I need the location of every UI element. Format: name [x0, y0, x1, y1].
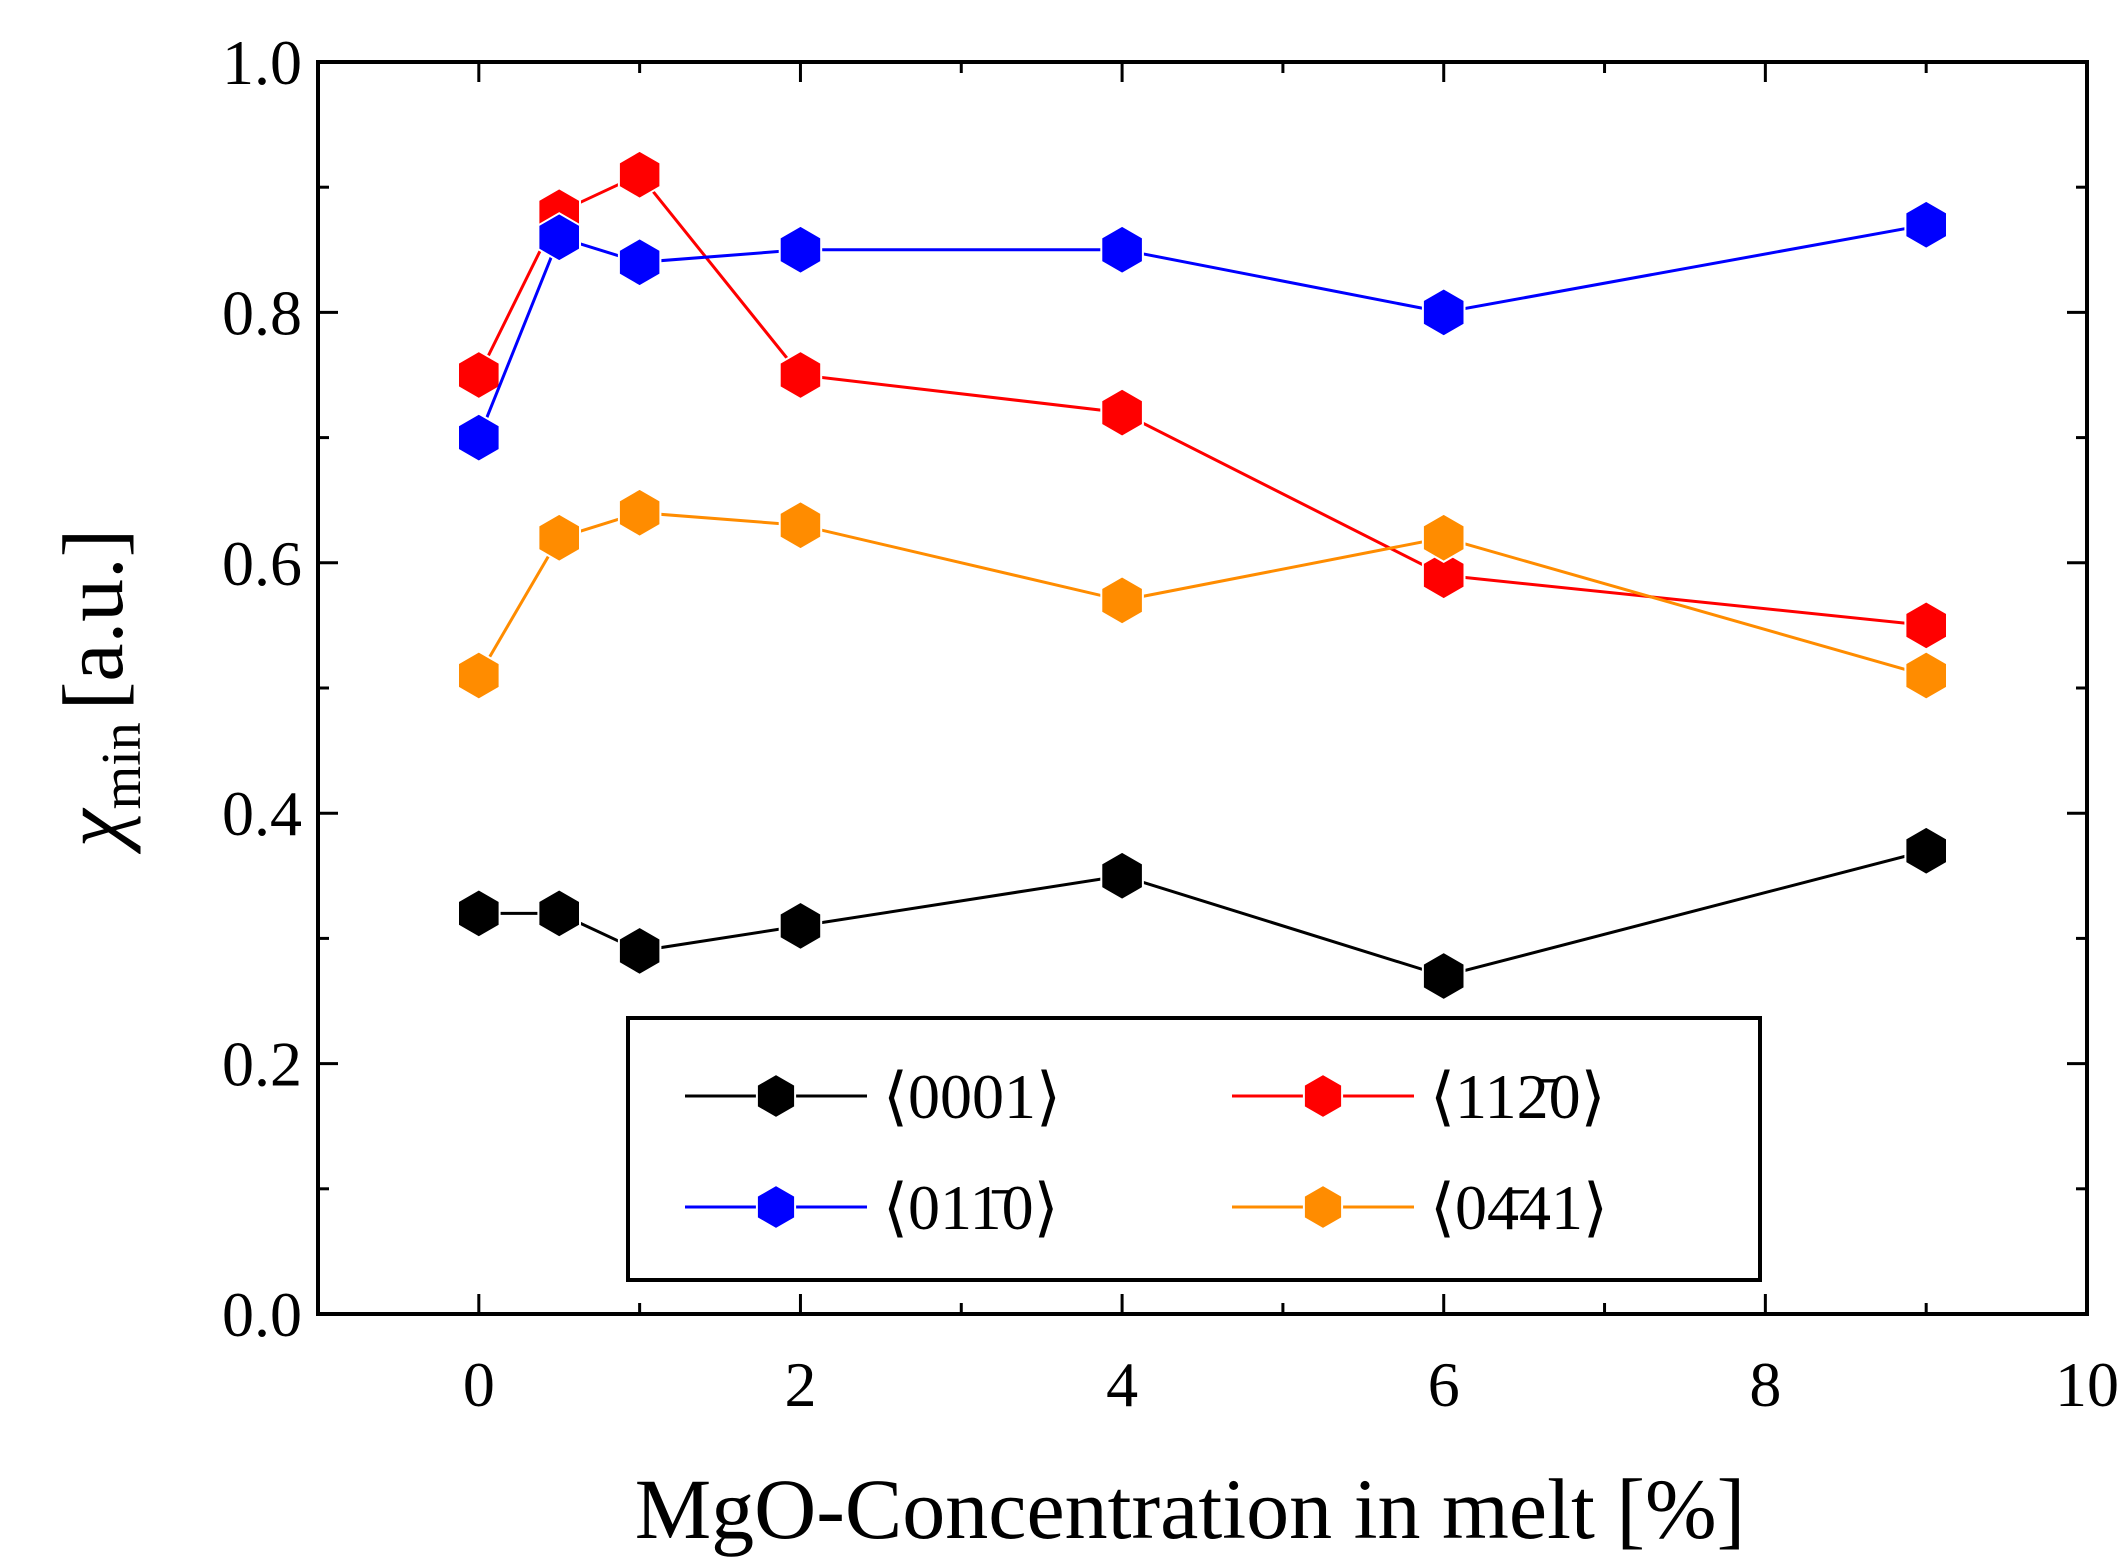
x-tick-label: 0: [463, 1349, 495, 1420]
data-point: [1904, 600, 1948, 651]
y-axis-unit: [a.u.]: [45, 529, 141, 710]
y-axis-symbol: χ: [45, 807, 141, 854]
legend-label: ⟨112̄0⟩: [1430, 1061, 1606, 1132]
y-tick-label: 1.0: [222, 27, 302, 98]
data-point: [1904, 650, 1948, 701]
legend-entry: ⟨04̄41⟩: [1232, 1172, 1608, 1243]
legend-entry: ⟨0001⟩: [685, 1061, 1061, 1132]
legend-marker: [755, 1183, 797, 1231]
data-point: [1904, 199, 1948, 250]
data-point: [778, 500, 823, 551]
data-point: [617, 149, 662, 200]
x-tick-label: 8: [1749, 1349, 1781, 1420]
svg-text:χmin[a.u.]: χmin [a.u.]: [45, 529, 153, 854]
data-point: [457, 888, 501, 939]
legend-entry: ⟨112̄0⟩: [1232, 1061, 1606, 1132]
series-2: [457, 199, 1948, 463]
data-point: [778, 224, 823, 275]
series-layer: [457, 149, 1948, 1002]
y-tick-label: 0.4: [222, 778, 302, 849]
legend-label: ⟨011̄0⟩: [883, 1172, 1059, 1243]
data-point: [1904, 825, 1948, 876]
data-point: [1100, 224, 1144, 275]
data-point: [1421, 512, 1466, 563]
data-point: [617, 487, 662, 538]
series-3: [457, 487, 1948, 701]
x-tick-label: 2: [784, 1349, 816, 1420]
x-tick-label: 4: [1106, 1349, 1138, 1420]
legend-marker: [755, 1072, 797, 1120]
data-point: [457, 349, 501, 401]
data-point: [1100, 850, 1144, 901]
data-point: [537, 888, 581, 939]
data-point: [537, 512, 581, 563]
y-axis-subscript: min: [91, 722, 153, 809]
y-tick-label: 0.6: [222, 528, 302, 599]
y-axis-title: χmin [a.u.]: [45, 529, 153, 854]
y-tick-label: 0.2: [222, 1029, 302, 1100]
legend-marker: [1302, 1072, 1344, 1120]
legend-label: ⟨04̄41⟩: [1430, 1172, 1608, 1243]
data-point: [1421, 950, 1466, 1002]
ticks-layer: 0 2 4 6 8 10 0.0 0.2 0.4 0.6 0.8 1.0: [222, 27, 2119, 1420]
legend: ⟨0001⟩ ⟨112̄0⟩ ⟨011̄0⟩ ⟨04̄41⟩: [626, 1016, 1762, 1282]
data-point: [1100, 387, 1144, 438]
data-point: [617, 237, 662, 288]
legend-label: ⟨0001⟩: [883, 1061, 1061, 1132]
data-point: [1421, 550, 1466, 601]
x-tick-label: 10: [2055, 1349, 2119, 1420]
x-axis-title: MgO-Concentration in melt [%]: [635, 1461, 1746, 1557]
series-0: [457, 825, 1948, 1002]
data-point: [778, 349, 823, 401]
data-point: [537, 212, 581, 263]
data-point: [1100, 575, 1144, 626]
data-point: [778, 900, 823, 952]
x-tick-label: 6: [1428, 1349, 1460, 1420]
legend-entry: ⟨011̄0⟩: [685, 1172, 1059, 1243]
data-point: [617, 925, 662, 977]
legend-box: [626, 1016, 1762, 1282]
data-point: [1421, 287, 1466, 338]
legend-marker: [1302, 1183, 1344, 1231]
data-point: [457, 650, 501, 701]
y-tick-label: 0.0: [222, 1279, 302, 1350]
y-tick-label: 0.8: [222, 277, 302, 348]
data-point: [457, 412, 501, 463]
